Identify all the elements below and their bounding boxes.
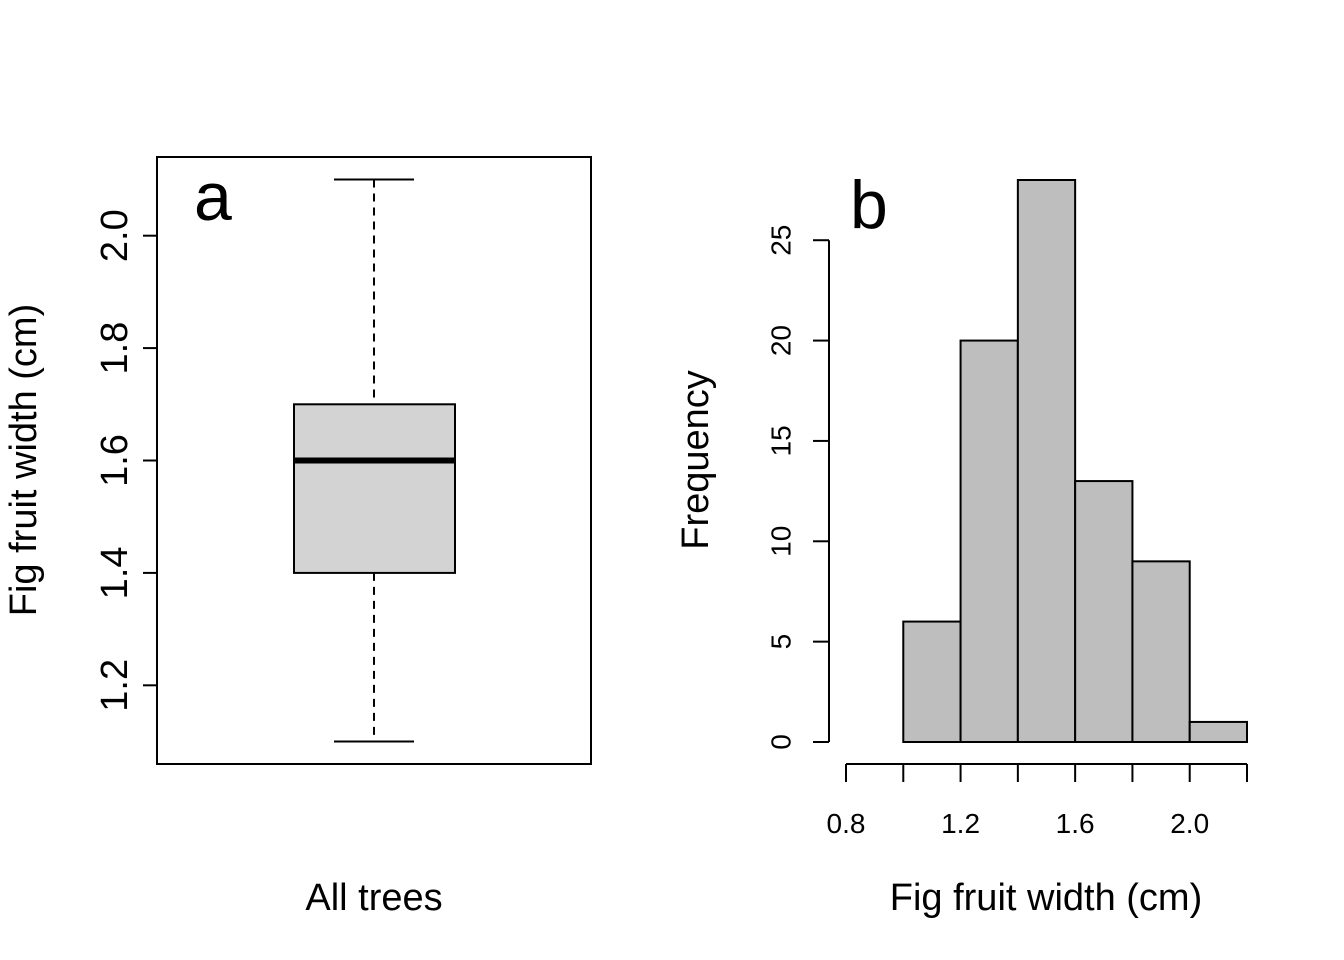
y-tick-label: 1.6	[94, 434, 136, 487]
y-tick-label: 20	[765, 325, 796, 356]
panel-b-histogram: b 0 5 10 15 20 25 0.8 1.2 1.6 2.0 Frequency Fig …	[675, 167, 1248, 919]
y-tick-label: 2.0	[94, 209, 136, 262]
y-tick-label: 1.2	[94, 659, 136, 712]
panel-label-b: b	[850, 167, 888, 243]
histogram-bars	[902, 179, 1248, 744]
y-tick-label: 15	[765, 425, 796, 456]
y-axis: 0 5 10 15 20 25	[765, 225, 830, 750]
interquartile-box	[293, 403, 456, 574]
histogram-bar	[902, 620, 962, 743]
histogram-bar	[1131, 560, 1191, 743]
y-tick-label: 0	[765, 734, 796, 750]
x-tick-label: 2.0	[1170, 808, 1209, 839]
histogram-bar	[1074, 480, 1134, 743]
panel-a-boxplot: a 1.2 1.4 1.6 1.8 2.0 Fig fruit width (cm) A…	[3, 156, 592, 919]
y-tick-label: 25	[765, 225, 796, 256]
x-axis: 0.8 1.2 1.6 2.0	[827, 763, 1248, 839]
x-axis-label: All trees	[305, 877, 442, 919]
x-axis-label: Fig fruit width (cm)	[890, 877, 1202, 919]
y-tick-label: 1.8	[94, 322, 136, 375]
panel-label-a: a	[194, 159, 232, 235]
x-tick-label: 1.2	[941, 808, 980, 839]
x-tick-label: 0.8	[827, 808, 866, 839]
y-tick-label: 10	[765, 526, 796, 557]
box-plot	[293, 178, 456, 743]
y-tick-label: 5	[765, 634, 796, 650]
x-tick-label: 1.6	[1056, 808, 1095, 839]
y-axis-label: Frequency	[675, 370, 717, 550]
y-axis: 1.2 1.4 1.6 1.8 2.0	[94, 209, 157, 712]
histogram-bar	[1016, 179, 1077, 743]
y-axis-label: Fig fruit width (cm)	[3, 304, 45, 616]
y-tick-label: 1.4	[94, 546, 136, 599]
histogram-bar	[1188, 720, 1248, 744]
histogram-bar	[959, 339, 1019, 743]
